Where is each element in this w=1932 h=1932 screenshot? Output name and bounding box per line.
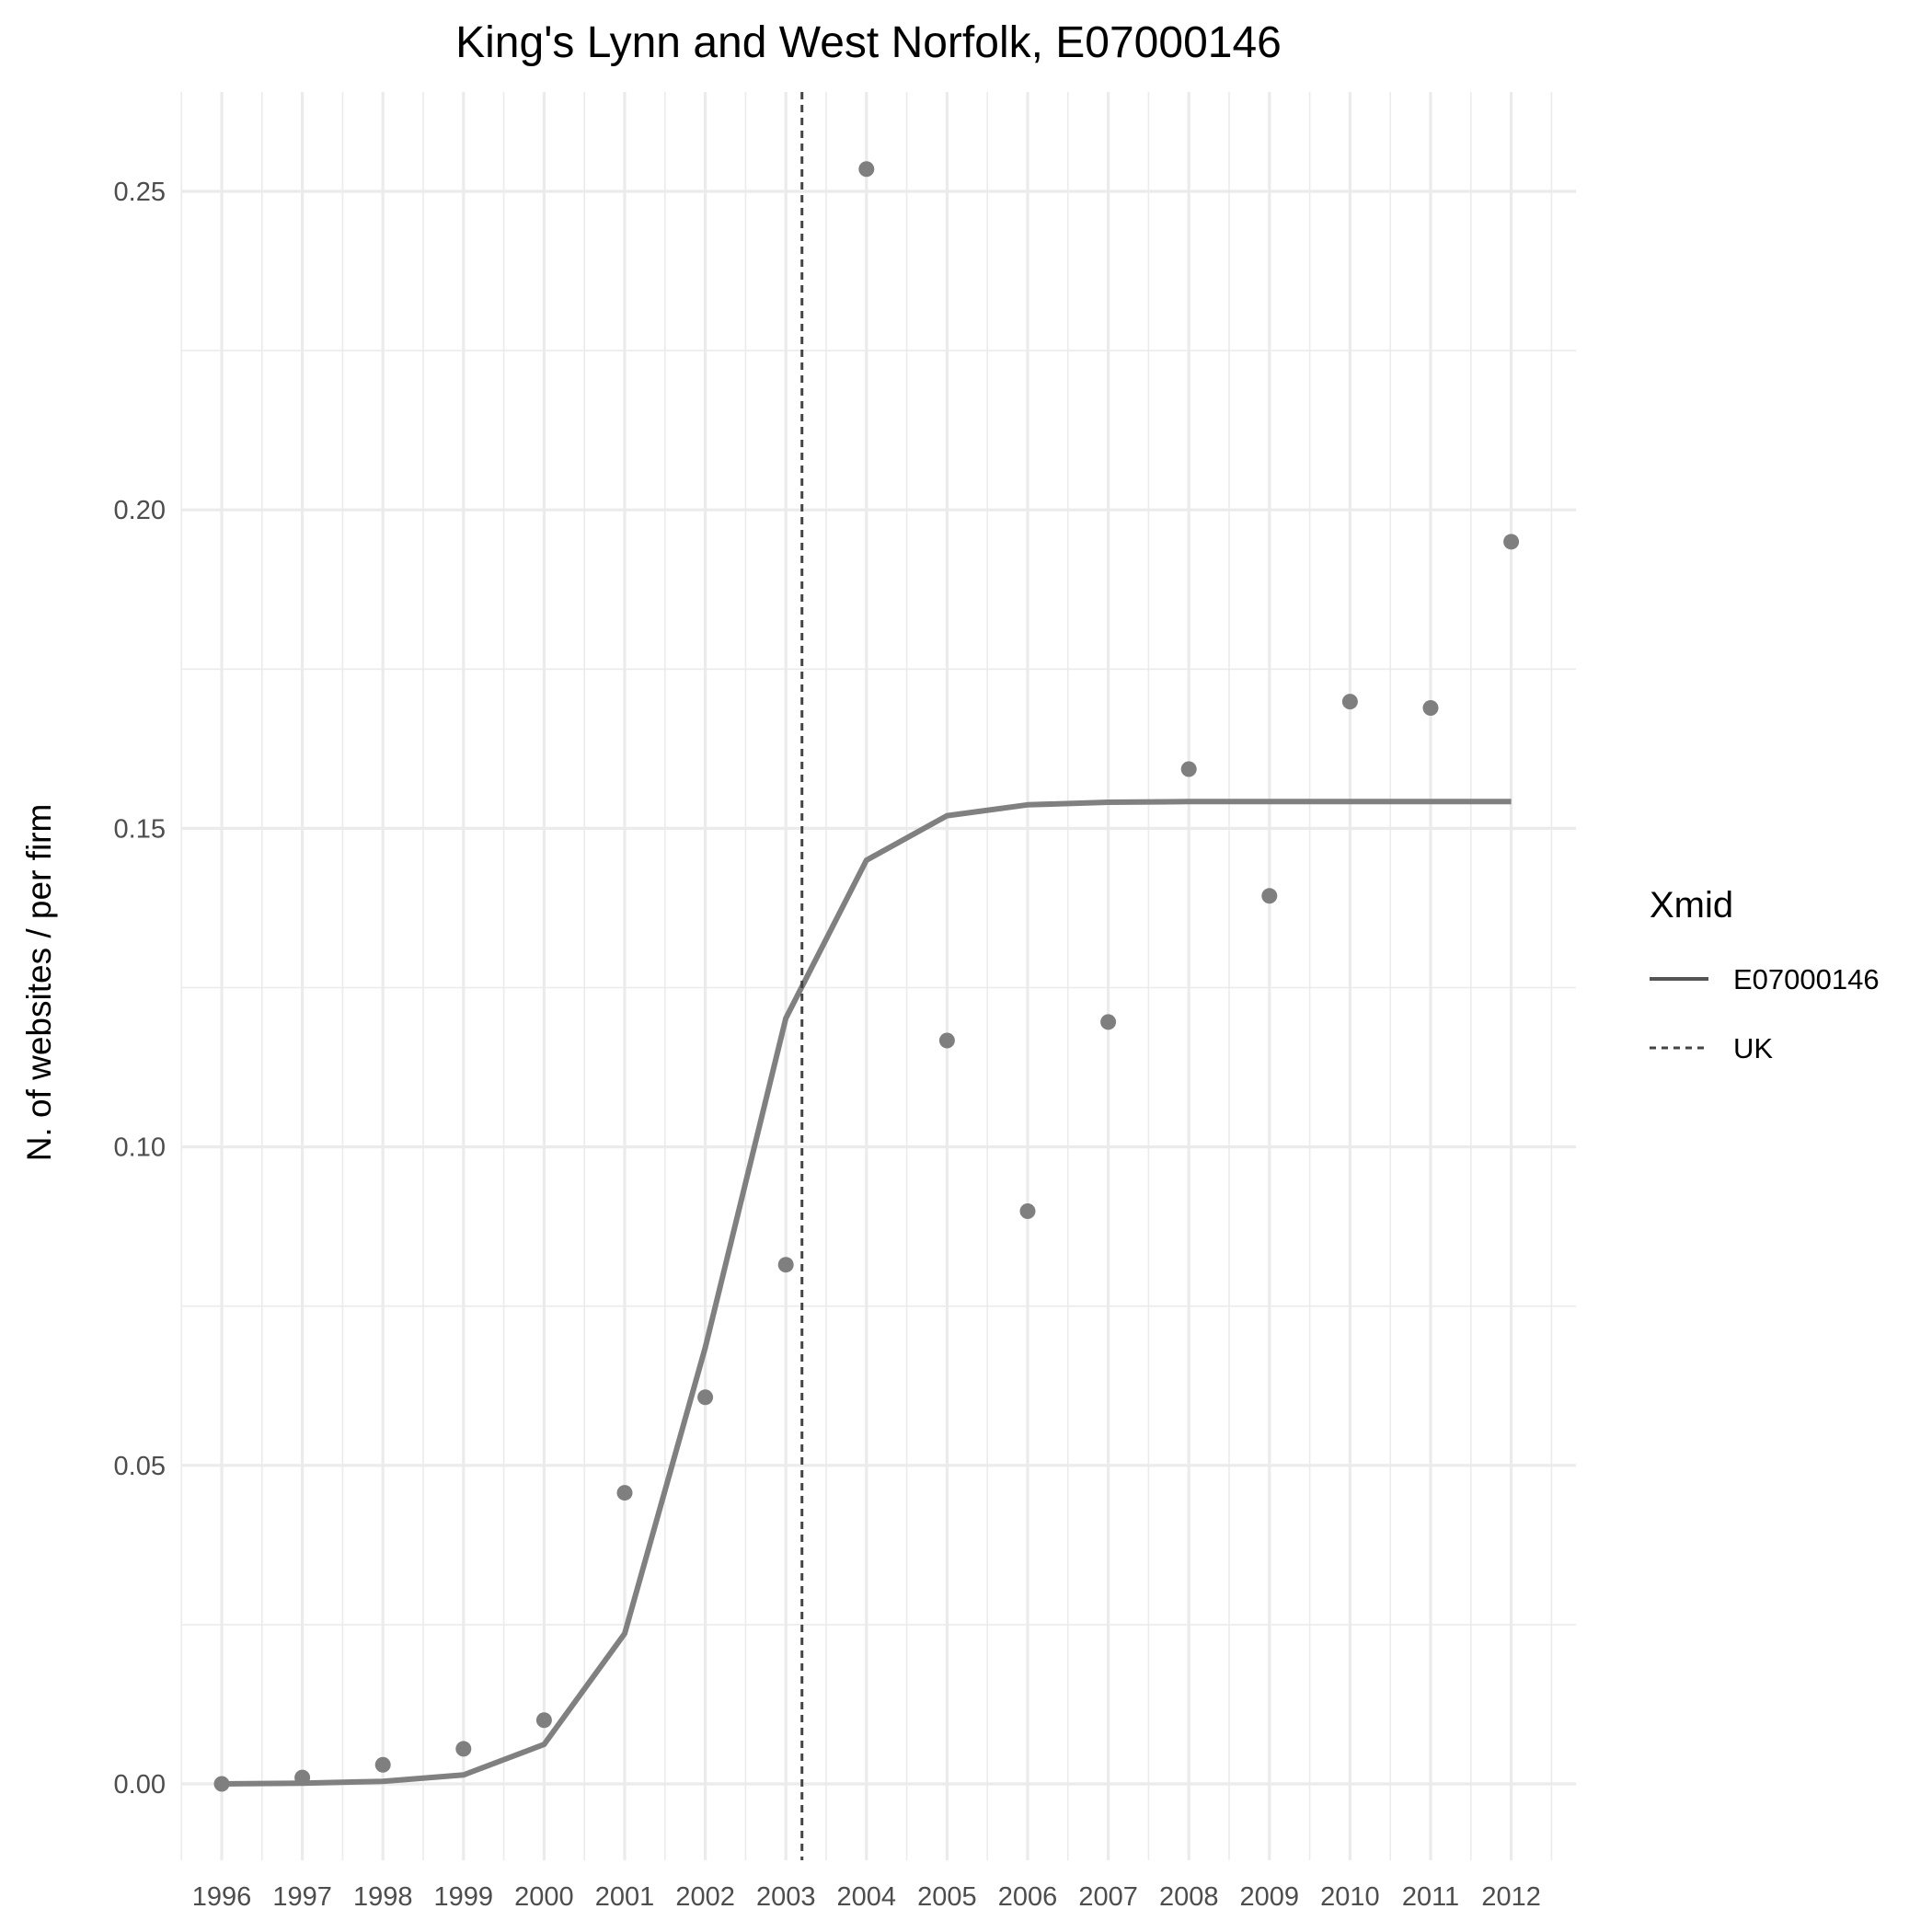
y-tick-label: 0.25 xyxy=(114,178,166,207)
minor-grid xyxy=(180,92,1576,1860)
major-grid xyxy=(182,92,1576,1860)
chart-title: King's Lynn and West Norfolk, E07000146 xyxy=(455,18,1282,67)
legend-title: Xmid xyxy=(1650,885,1733,926)
data-point xyxy=(213,1776,230,1792)
data-point xyxy=(1019,1203,1036,1220)
x-tick-label: 2007 xyxy=(1078,1882,1138,1912)
y-axis-title: N. of websites / per firm xyxy=(20,804,58,1162)
x-tick-label: 1997 xyxy=(272,1882,332,1912)
data-point xyxy=(455,1741,472,1757)
data-point xyxy=(294,1769,311,1786)
x-tick-labels: 1996 1997 1998 1999 2000 2001 2002 2003 2004 2005… xyxy=(192,1882,1541,1912)
fit-lines xyxy=(221,799,1512,1787)
x-tick-label: 1996 xyxy=(192,1882,252,1912)
x-tick-label: 2009 xyxy=(1240,1882,1300,1912)
x-tick-label: 2003 xyxy=(756,1882,816,1912)
data-points xyxy=(213,161,1520,1792)
x-tick-label: 2005 xyxy=(917,1882,977,1912)
x-tick-label: 1998 xyxy=(353,1882,413,1912)
x-tick-label: 2001 xyxy=(595,1882,655,1912)
y-tick-label: 0.20 xyxy=(114,496,166,525)
x-tick-label: 2006 xyxy=(998,1882,1058,1912)
x-tick-label: 2002 xyxy=(675,1882,735,1912)
fit-line-e07000146 xyxy=(221,799,1512,1787)
data-point xyxy=(1261,888,1278,904)
data-point xyxy=(858,161,875,178)
data-point xyxy=(697,1389,714,1406)
x-tick-label: 2010 xyxy=(1320,1882,1380,1912)
x-tick-label: 2000 xyxy=(514,1882,574,1912)
x-tick-label: 2012 xyxy=(1481,1882,1541,1912)
y-tick-labels: 0.00 0.05 0.10 0.15 0.20 0.25 xyxy=(114,178,166,1800)
data-point xyxy=(777,1257,794,1273)
y-tick-label: 0.15 xyxy=(114,814,166,844)
x-tick-label: 2004 xyxy=(837,1882,897,1912)
y-tick-label: 0.05 xyxy=(114,1452,166,1481)
x-tick-label: 1999 xyxy=(434,1882,494,1912)
data-point xyxy=(616,1485,633,1501)
data-point xyxy=(1503,534,1520,550)
data-point xyxy=(1422,700,1439,717)
y-tick-label: 0.00 xyxy=(114,1770,166,1800)
data-point xyxy=(1100,1014,1117,1030)
legend-label-uk: UK xyxy=(1733,1032,1773,1064)
legend-label-e07000146: E07000146 xyxy=(1733,963,1880,995)
x-tick-label: 2011 xyxy=(1402,1882,1459,1912)
data-point xyxy=(938,1032,955,1049)
y-tick-label: 0.10 xyxy=(114,1133,166,1163)
data-point xyxy=(535,1712,552,1729)
legend: Xmid E07000146 UK xyxy=(1650,885,1880,1064)
data-point xyxy=(1341,694,1358,710)
data-point xyxy=(1180,761,1197,777)
data-point xyxy=(374,1756,391,1773)
x-tick-label: 2008 xyxy=(1159,1882,1219,1912)
